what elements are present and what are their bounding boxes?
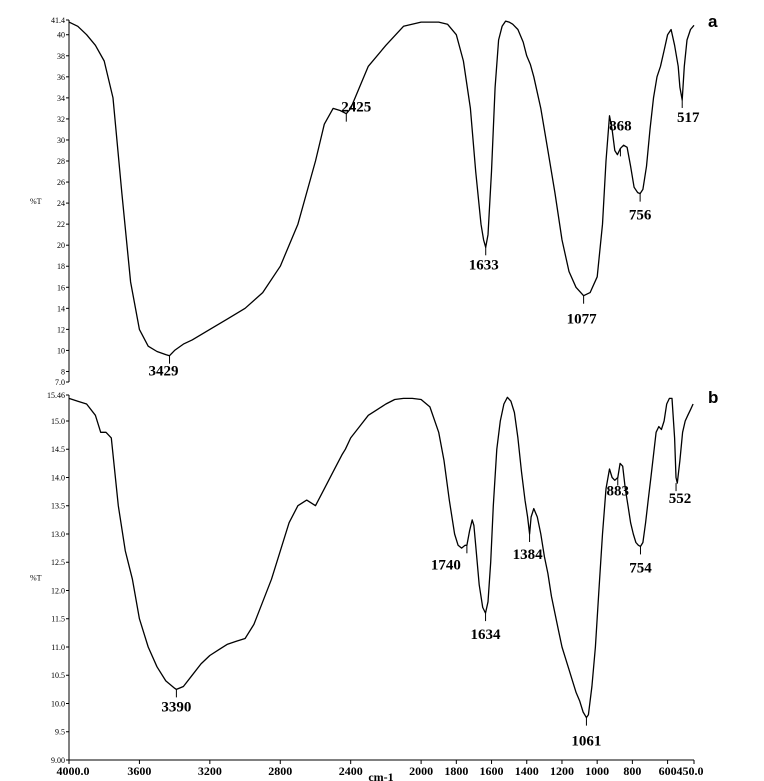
y-tick-label: 15.46	[47, 391, 65, 400]
y-tick-label: 30	[57, 136, 65, 145]
y-tick-label: 9.5	[55, 728, 65, 737]
x-tick-label: 1200	[550, 764, 574, 778]
y-tick-label: 40	[57, 31, 65, 40]
spectrum-panel-a: 7.0 8 10 12 14 16 18 20 22 24 26 28 30 32 34 36 38 40 41.4…	[30, 12, 718, 387]
y-tick-label: 10.5	[51, 671, 65, 680]
x-tick-label: 800	[623, 764, 641, 778]
y-tick-label: 7.0	[55, 378, 65, 387]
y-tick-label: 20	[57, 241, 65, 250]
peak-label: 3429	[149, 364, 179, 380]
y-tick-label: 41.4	[51, 16, 65, 25]
y-tick-label: 10	[57, 346, 65, 355]
peak-label: 756	[629, 208, 652, 224]
y-tick-label: 9.00	[51, 756, 65, 765]
y-tick-label: 13.5	[51, 502, 65, 511]
peak-label: 1061	[571, 734, 601, 750]
peak-label: 1384	[513, 547, 544, 563]
x-tick-label: 1400	[515, 764, 539, 778]
peak-label: 883	[607, 483, 630, 499]
y-tick-label: 18	[57, 262, 65, 271]
x-tick-label: 1600	[480, 764, 504, 778]
peak-label: 754	[629, 560, 652, 576]
peak-label: 2425	[341, 100, 371, 116]
peak-label: 1077	[567, 312, 598, 328]
spectrum-line	[68, 396, 694, 719]
y-tick-label: 12.0	[51, 586, 65, 595]
y-tick-label: 26	[57, 178, 65, 187]
peak-label: 552	[669, 491, 692, 507]
y-tick-label: 34	[57, 94, 65, 103]
y-tick-label: 14.0	[51, 473, 65, 482]
x-tick-label: 1000	[585, 764, 609, 778]
y-tick-label: 12.5	[51, 558, 65, 567]
x-tick-label: 2800	[268, 764, 292, 778]
y-tick-label: 32	[57, 115, 65, 124]
panel-label: a	[708, 12, 718, 31]
peak-label: 1633	[469, 257, 499, 273]
x-tick-label: 2000	[409, 764, 433, 778]
peak-label: 868	[609, 118, 632, 134]
y-tick-label: 11.0	[51, 643, 65, 652]
x-tick-label: 3200	[198, 764, 222, 778]
x-tick-label: 4000.0	[57, 764, 90, 778]
peak-label: 1740	[431, 557, 461, 573]
x-axis-label: cm-1	[368, 770, 393, 781]
x-tick-label: 1800	[444, 764, 468, 778]
y-tick-label: 12	[57, 325, 65, 334]
y-tick-label: 14	[57, 304, 65, 313]
y-tick-label: 15.0	[51, 417, 65, 426]
y-tick-label: 22	[57, 220, 65, 229]
y-tick-label: 28	[57, 157, 65, 166]
y-tick-label: 13.0	[51, 530, 65, 539]
spectrum-panel-b: 9.00 9.5 10.0 10.5 11.0 11.5 12.0 12.5 13.0 13.5 1…	[30, 388, 718, 765]
x-tick-label: 600	[659, 764, 677, 778]
y-axis-label: %T	[30, 197, 42, 206]
y-tick-label: 11.5	[51, 615, 65, 624]
y-tick-label: 36	[57, 73, 65, 82]
y-tick-label: 24	[57, 199, 65, 208]
panel-label: b	[708, 388, 718, 407]
peak-label: 517	[677, 110, 700, 126]
y-axis-label: %T	[30, 574, 42, 583]
peak-label: 3390	[161, 699, 191, 715]
x-axis: 4000.0 3600 3200 2800 2400 2000 1800 1600 1400 12…	[57, 759, 704, 781]
x-tick-label: 2400	[339, 764, 363, 778]
spectrum-line	[68, 20, 695, 357]
y-tick-label: 10.0	[51, 699, 65, 708]
y-tick-label: 16	[57, 283, 65, 292]
y-tick-label: 38	[57, 52, 65, 61]
peak-label: 1634	[471, 627, 502, 643]
y-tick-label: 8	[61, 367, 65, 376]
y-tick-label: 14.5	[51, 445, 65, 454]
x-tick-label: 3600	[127, 764, 151, 778]
x-tick-label: 450.0	[677, 764, 704, 778]
